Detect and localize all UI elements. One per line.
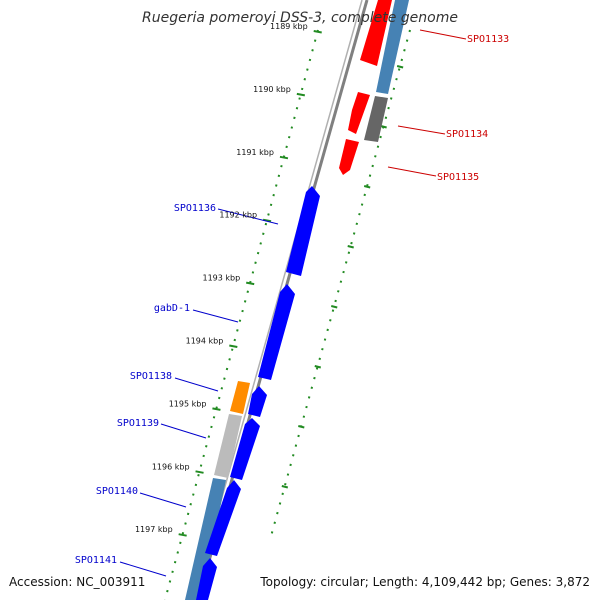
tick-track-left bbox=[164, 29, 319, 600]
tick-marks bbox=[178, 30, 404, 537]
right-track-tick bbox=[347, 245, 354, 249]
gene-arrow-spo1139[interactable] bbox=[230, 418, 260, 480]
leader-spo1133 bbox=[419, 29, 467, 40]
right-track-tick bbox=[281, 485, 289, 489]
gene-arrow-spo1140[interactable] bbox=[205, 480, 241, 556]
kbp-tick-label: 1194 kbp bbox=[186, 337, 224, 346]
gene-arrow-spo1136[interactable] bbox=[286, 186, 320, 276]
leader-spo1134 bbox=[397, 125, 446, 135]
gene-arrow-spo1141[interactable] bbox=[196, 558, 217, 600]
forward-feature-track bbox=[185, 186, 320, 600]
gene-block-steelblue-bottom[interactable] bbox=[185, 478, 226, 600]
gene-label-gabd1[interactable]: gabD-1 bbox=[154, 303, 190, 314]
kbp-tick-mark bbox=[195, 470, 204, 474]
gene-labels: SPO1133 SPO1134 SPO1135 SPO1136 gabD-1 S… bbox=[75, 34, 509, 566]
gene-label-spo1133[interactable]: SPO1133 bbox=[467, 34, 509, 45]
leader-spo1136 bbox=[217, 208, 279, 225]
kbp-tick-mark bbox=[262, 218, 272, 223]
tick-track-right bbox=[269, 29, 411, 541]
right-track-tick bbox=[380, 125, 387, 129]
label-leaders bbox=[119, 29, 467, 577]
gene-label-spo1141[interactable]: SPO1141 bbox=[75, 555, 117, 566]
right-track-tick bbox=[314, 365, 322, 369]
gene-block-steelblue-top[interactable] bbox=[376, 0, 409, 94]
kbp-tick-mark bbox=[279, 155, 289, 160]
accession-text: Accession: NC_003911 bbox=[9, 575, 145, 589]
gene-label-spo1136[interactable]: SPO1136 bbox=[174, 203, 216, 214]
leader-spo1141 bbox=[119, 561, 167, 577]
kbp-tick-label: 1189 kbp bbox=[270, 22, 308, 31]
gene-label-spo1138[interactable]: SPO1138 bbox=[130, 371, 172, 382]
kbp-tick-label: 1197 kbp bbox=[135, 525, 173, 534]
gene-label-spo1140[interactable]: SPO1140 bbox=[96, 486, 138, 497]
kbp-tick-mark bbox=[313, 30, 322, 34]
leader-spo1139 bbox=[160, 423, 207, 439]
genome-summary-text: Topology: circular; Length: 4,109,442 bp… bbox=[259, 575, 590, 589]
kbp-tick-label: 1191 kbp bbox=[236, 148, 274, 157]
gene-arrow-spo1138[interactable] bbox=[248, 386, 267, 417]
kbp-tick-mark bbox=[229, 344, 238, 348]
gene-block-lightgrey[interactable] bbox=[214, 414, 242, 478]
kbp-tick-mark bbox=[246, 281, 255, 286]
leader-spo1135 bbox=[387, 166, 437, 177]
right-track-tick bbox=[298, 425, 305, 429]
kbp-tick-label: 1190 kbp bbox=[253, 85, 291, 94]
gene-arrow-spo1135[interactable] bbox=[339, 139, 359, 175]
tick-labels: 1189 kbp 1190 kbp 1191 kbp 1192 kbp 1193 kbp… bbox=[135, 22, 308, 534]
gene-arrow-spo1133[interactable] bbox=[360, 0, 392, 66]
kbp-tick-mark bbox=[212, 407, 221, 411]
kbp-tick-mark bbox=[178, 533, 187, 537]
reverse-feature-track bbox=[339, 0, 409, 175]
gene-block-grey[interactable] bbox=[364, 96, 388, 142]
gene-block-orange[interactable] bbox=[230, 381, 250, 414]
kbp-tick-mark bbox=[296, 92, 306, 97]
leader-gabd1 bbox=[192, 309, 239, 323]
leader-spo1140 bbox=[139, 492, 187, 508]
kbp-tick-label: 1192 kbp bbox=[219, 211, 257, 220]
right-track-tick bbox=[396, 65, 404, 69]
right-track-tick bbox=[330, 305, 338, 309]
map-title: Ruegeria pomeroyi DSS-3, complete genome bbox=[142, 10, 458, 26]
gene-arrow-spo1134[interactable] bbox=[348, 92, 370, 134]
leader-spo1138 bbox=[174, 377, 219, 392]
gene-label-spo1134[interactable]: SPO1134 bbox=[446, 129, 488, 140]
kbp-tick-label: 1196 kbp bbox=[152, 462, 190, 471]
gene-arrow-gabd1[interactable] bbox=[258, 284, 295, 380]
kbp-tick-label: 1193 kbp bbox=[202, 274, 240, 283]
kbp-tick-label: 1195 kbp bbox=[169, 399, 207, 408]
right-track-tick bbox=[363, 185, 371, 189]
gene-label-spo1139[interactable]: SPO1139 bbox=[117, 418, 159, 429]
gene-label-spo1135[interactable]: SPO1135 bbox=[437, 172, 479, 183]
